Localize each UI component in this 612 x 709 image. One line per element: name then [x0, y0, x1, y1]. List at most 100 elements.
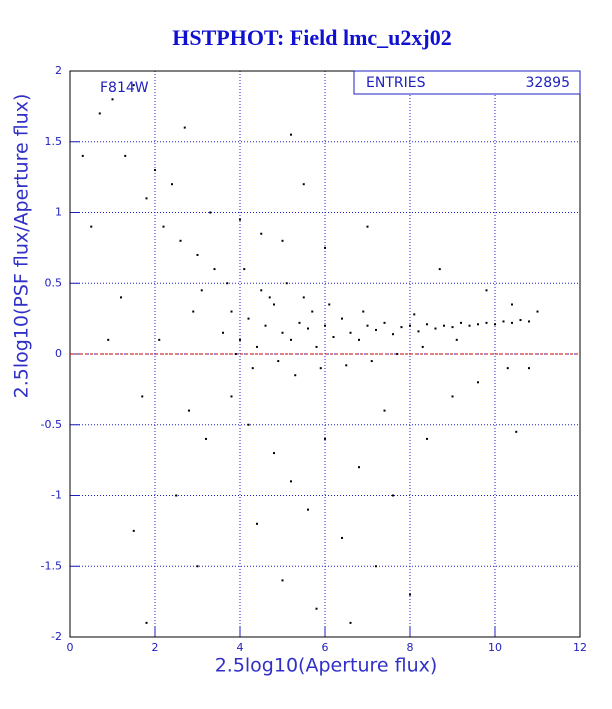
- y-tick-label: -2: [51, 630, 62, 643]
- point: [392, 494, 394, 497]
- point: [468, 324, 471, 327]
- x-tick-label: 2: [152, 641, 159, 654]
- point: [477, 381, 479, 384]
- point: [358, 466, 360, 469]
- x-tick-label: 8: [407, 641, 414, 654]
- point: [438, 268, 441, 271]
- point: [426, 437, 428, 440]
- point: [434, 327, 437, 330]
- point: [179, 239, 182, 242]
- point: [383, 409, 386, 412]
- point: [247, 423, 250, 426]
- point: [511, 321, 513, 324]
- point: [307, 327, 309, 330]
- point: [324, 437, 326, 440]
- point: [171, 183, 173, 186]
- point: [392, 333, 394, 336]
- point: [285, 282, 288, 285]
- point: [324, 246, 326, 249]
- point: [341, 317, 343, 320]
- point: [200, 289, 203, 292]
- point: [251, 367, 254, 370]
- point: [536, 310, 539, 313]
- point: [358, 338, 360, 341]
- y-tick-label: -1: [51, 489, 62, 502]
- point: [205, 437, 207, 440]
- y-tick-label: 1: [55, 206, 62, 219]
- point: [230, 395, 233, 398]
- point: [260, 289, 263, 292]
- point: [332, 336, 335, 339]
- point: [234, 353, 237, 355]
- point: [298, 321, 301, 324]
- point: [528, 320, 530, 323]
- stats-value: 32895: [525, 75, 570, 91]
- point: [196, 565, 199, 568]
- y-tick-label: 0.5: [45, 276, 63, 289]
- point: [417, 330, 420, 333]
- point: [273, 452, 275, 455]
- point: [485, 321, 488, 324]
- point: [362, 310, 365, 313]
- point: [426, 323, 428, 326]
- point: [528, 367, 530, 370]
- point: [290, 480, 292, 483]
- y-tick-label: -0.5: [41, 418, 62, 431]
- point: [396, 353, 399, 355]
- point: [256, 522, 258, 525]
- point: [409, 593, 411, 596]
- chart-title: HSTPHOT: Field lmc_u2xj02: [172, 25, 451, 50]
- point: [366, 324, 369, 327]
- stats-box: [353, 70, 581, 95]
- point: [519, 319, 522, 322]
- point: [281, 239, 284, 242]
- x-axis-label: 2.5log10(Aperture flux): [215, 655, 438, 677]
- x-tick-label: 0: [67, 641, 74, 654]
- point: [260, 232, 263, 235]
- point: [413, 313, 416, 316]
- point: [90, 225, 93, 228]
- point: [196, 253, 199, 256]
- point: [256, 345, 258, 348]
- point: [192, 310, 195, 313]
- point: [502, 320, 505, 323]
- point: [132, 529, 135, 532]
- point: [107, 338, 110, 341]
- point: [226, 282, 229, 285]
- point: [311, 310, 314, 313]
- point: [307, 508, 309, 511]
- point: [366, 225, 369, 228]
- point: [451, 395, 454, 398]
- point: [302, 296, 305, 299]
- point: [341, 536, 343, 539]
- point: [239, 338, 241, 341]
- point: [247, 317, 250, 320]
- point: [349, 331, 352, 334]
- point: [515, 430, 518, 433]
- y-tick-label: 2: [55, 64, 62, 77]
- point: [264, 324, 267, 327]
- point: [451, 326, 454, 329]
- point: [124, 154, 127, 157]
- stats-label: ENTRIES: [366, 75, 426, 91]
- y-axis-label: 2.5log10(PSF flux/Aperture flux): [11, 94, 33, 399]
- point: [349, 621, 352, 624]
- point: [222, 331, 224, 334]
- point: [243, 268, 246, 271]
- point: [494, 323, 496, 326]
- point: [98, 112, 101, 115]
- x-tick-label: 6: [322, 641, 329, 654]
- point: [290, 338, 292, 341]
- plot-area: 0 2 4 6 8 10 12 -2 -1.5 -1 -0.5 0 0.5 1 1.5 2: [41, 64, 587, 654]
- point: [319, 367, 322, 370]
- point: [141, 395, 144, 398]
- point: [421, 345, 424, 348]
- point: [324, 324, 326, 327]
- point: [477, 323, 479, 326]
- point: [400, 326, 403, 329]
- point: [145, 621, 148, 624]
- point: [230, 310, 233, 313]
- x-tick-label: 12: [573, 641, 587, 654]
- point: [302, 183, 305, 186]
